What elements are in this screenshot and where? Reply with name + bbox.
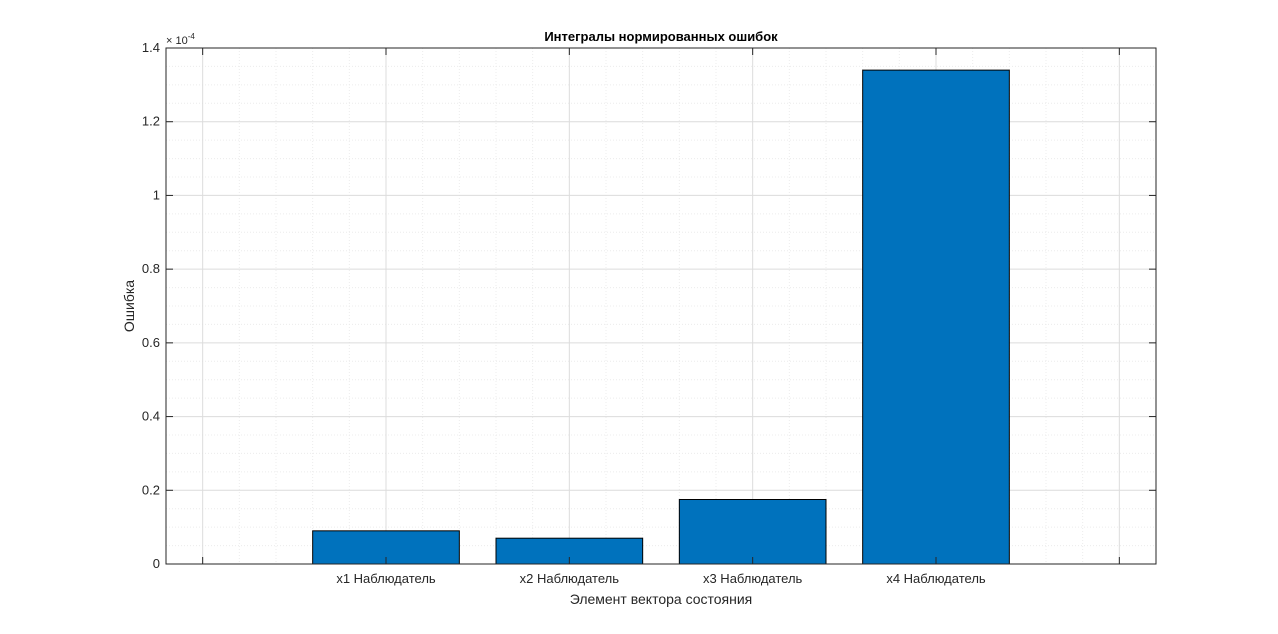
y-axis-multiplier-base: × 10 (166, 35, 188, 47)
y-axis-label: Ошибка (121, 280, 137, 332)
y-tick-label: 1.2 (142, 114, 160, 129)
y-tick-label: 1 (153, 187, 160, 202)
x-tick-label: x2 Наблюдатель (520, 571, 620, 586)
x-tick-labels: x1 Наблюдатель x2 Наблюдатель x3 Наблюдате… (336, 571, 986, 586)
bars (312, 69, 1010, 565)
chart-title: Интегралы нормированных ошибок (544, 29, 778, 44)
y-axis-multiplier: × 10-4 (166, 32, 195, 47)
bar-4 (862, 69, 1010, 565)
bar-3 (678, 499, 827, 565)
x-tick-label: x1 Наблюдатель (336, 571, 436, 586)
y-tick-label: 0.4 (142, 409, 160, 424)
y-tick-label: 0.6 (142, 335, 160, 350)
axis-ticks (166, 47, 1156, 565)
x-axis-label: Элемент вектора состояния (570, 591, 753, 607)
y-tick-label: 0.8 (142, 261, 160, 276)
y-tick-label: 1.4 (142, 40, 160, 55)
y-tick-labels: 0 0.2 0.4 0.6 0.8 1 1.2 1.4 (142, 40, 160, 571)
y-tick-label: 0.2 (142, 482, 160, 497)
y-axis-multiplier-exponent: -4 (188, 32, 196, 41)
axes-box (165, 47, 1157, 565)
y-tick-label: 0 (153, 556, 160, 571)
x-tick-label: x3 Наблюдатель (703, 571, 803, 586)
x-tick-label: x4 Наблюдатель (886, 571, 986, 586)
